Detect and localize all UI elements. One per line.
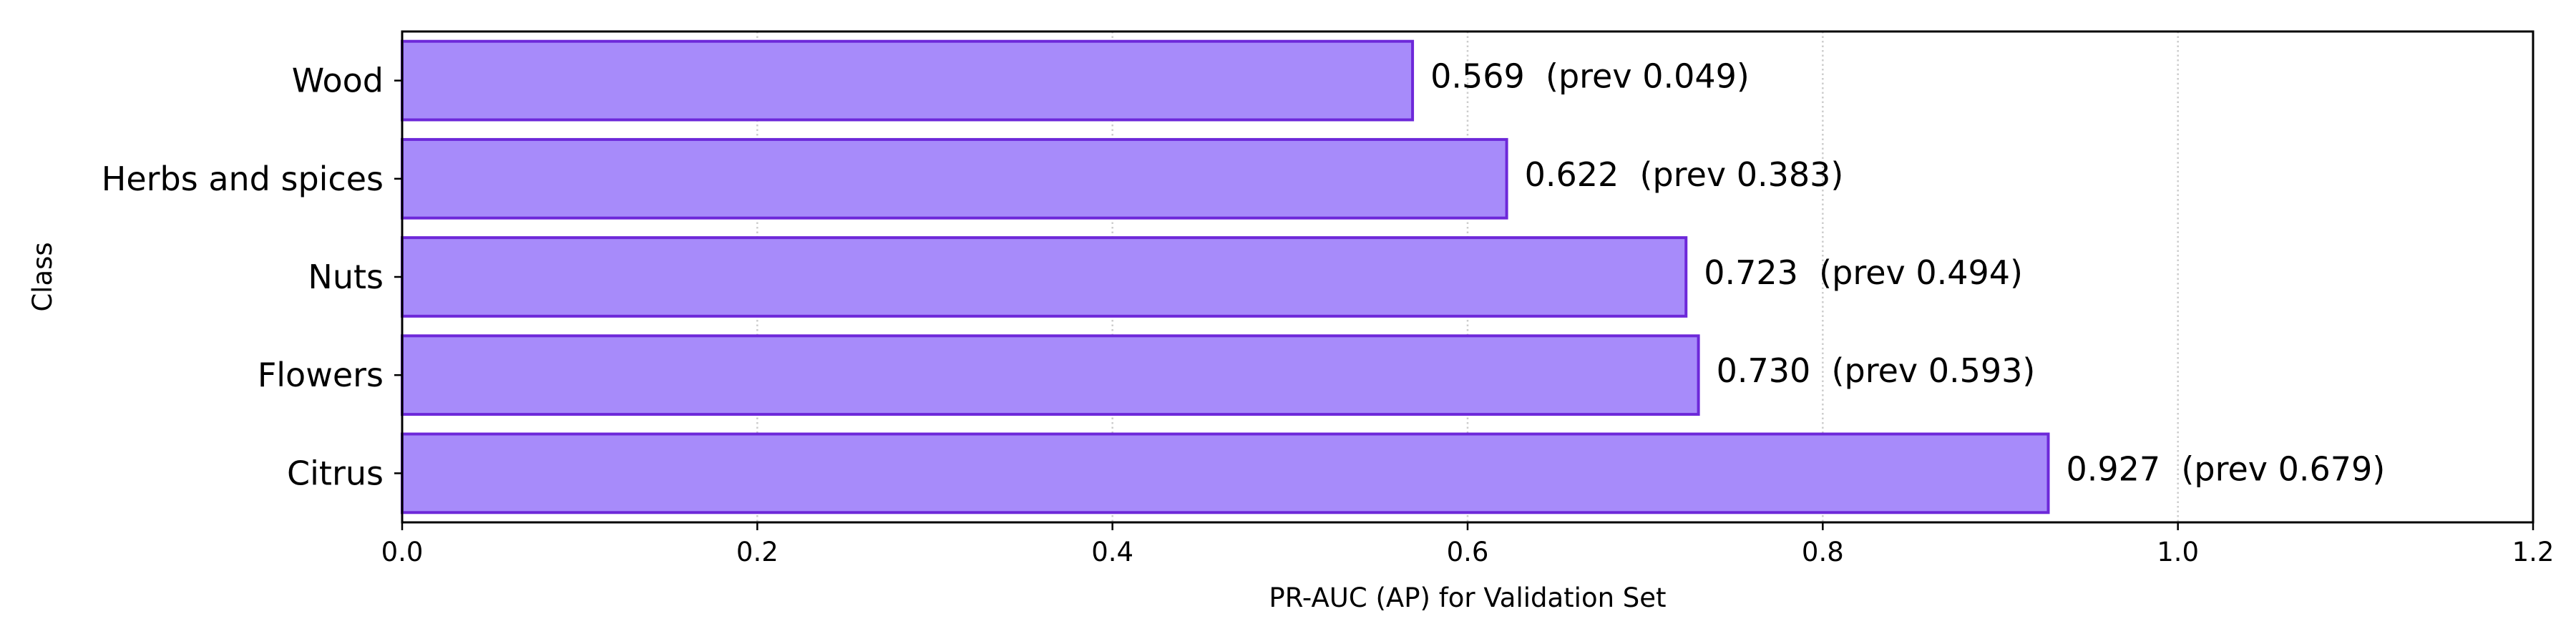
x-tick-label-0.2: 0.2 bbox=[736, 537, 779, 567]
bar-herbs-and-spices bbox=[401, 137, 1508, 220]
category-label-wood: Wood bbox=[292, 62, 384, 100]
category-label-nuts: Nuts bbox=[308, 258, 384, 296]
bar-flowers bbox=[401, 334, 1700, 416]
bar-citrus bbox=[401, 432, 2050, 514]
x-ticks: 0.0 0.2 0.4 0.6 0.8 1.0 1.2 bbox=[381, 522, 2555, 567]
y-axis-title: Class bbox=[27, 242, 58, 311]
x-tick-label-0.4: 0.4 bbox=[1091, 537, 1133, 567]
x-tick-label-1.2: 1.2 bbox=[2512, 537, 2555, 567]
value-label-nuts: 0.723 (prev 0.494) bbox=[1704, 253, 2023, 292]
x-tick-label-0.0: 0.0 bbox=[381, 537, 424, 567]
value-label-herbs-and-spices: 0.622 (prev 0.383) bbox=[1525, 155, 1844, 194]
x-tick-label-1.0: 1.0 bbox=[2157, 537, 2199, 567]
value-label-citrus: 0.927 (prev 0.679) bbox=[2067, 449, 2386, 488]
value-label-wood: 0.569 (prev 0.049) bbox=[1430, 57, 1750, 96]
x-axis-title: PR-AUC (AP) for Validation Set bbox=[1269, 582, 1666, 613]
category-label-herbs-and-spices: Herbs and spices bbox=[102, 160, 384, 198]
bar-wood bbox=[401, 39, 1415, 122]
bar-nuts bbox=[401, 236, 1688, 318]
category-label-flowers: Flowers bbox=[258, 356, 384, 394]
value-label-flowers: 0.730 (prev 0.593) bbox=[1717, 351, 2036, 390]
category-label-citrus: Citrus bbox=[287, 454, 384, 492]
bar-value-labels: 0.569 (prev 0.049) 0.622 (prev 0.383) 0.72… bbox=[1430, 57, 2385, 489]
bars bbox=[401, 39, 2050, 514]
x-tick-label-0.8: 0.8 bbox=[1802, 537, 1844, 567]
x-tick-label-0.6: 0.6 bbox=[1447, 537, 1489, 567]
y-ticks: Wood Herbs and spices Nuts Flowers Citrus bbox=[102, 62, 402, 492]
